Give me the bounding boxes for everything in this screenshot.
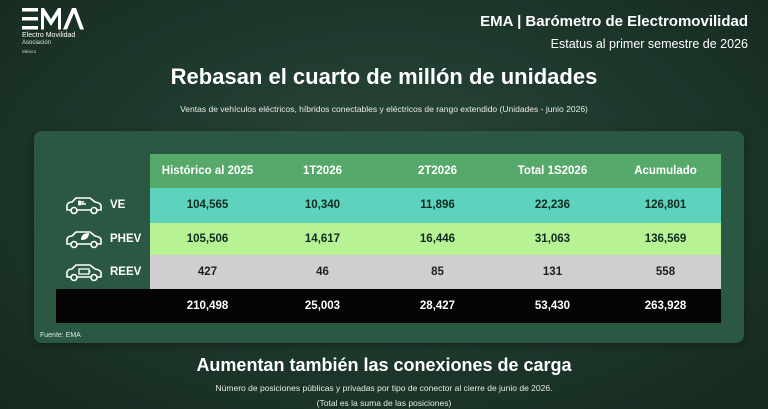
table-cell: 85 xyxy=(380,255,495,290)
table-row-total: 210,498 25,003 28,427 53,430 263,928 xyxy=(56,289,721,323)
header-title: EMA | Barómetro de Electromovilidad xyxy=(480,13,748,30)
hybrid-car-leaf-icon xyxy=(66,231,102,249)
table-cell: 46 xyxy=(265,255,380,290)
source-note: Fuente: EMA xyxy=(40,332,81,339)
column-header: Histórico al 2025 xyxy=(150,154,265,188)
table-cell: 136,569 xyxy=(610,222,721,256)
range-extender-car-battery-icon xyxy=(66,264,102,282)
header-blank-cell xyxy=(56,154,150,188)
header-subtitle: Estatus al primer semestre de 2026 xyxy=(550,37,748,51)
table-row-ve: VE 104,565 10,340 11,896 22,236 126,801 xyxy=(56,188,721,223)
table-cell: 105,506 xyxy=(150,222,265,256)
table-cell: 558 xyxy=(610,255,721,290)
ema-logo: Electro Movilidad Asociación México xyxy=(22,8,102,56)
column-header: 1T2026 xyxy=(265,154,380,188)
table-cell: 126,801 xyxy=(610,188,721,223)
header: EMA | Barómetro de Electromovilidad Esta… xyxy=(480,13,748,52)
table-cell: 427 xyxy=(150,255,265,290)
table-cell: 10,340 xyxy=(265,188,380,223)
table-cell: 104,565 xyxy=(150,188,265,223)
table-row-reev: REEV 427 46 85 131 558 xyxy=(56,255,721,290)
total-cell: 28,427 xyxy=(380,289,495,323)
total-cell: 53,430 xyxy=(495,289,610,323)
logo-line-1: Electro Movilidad xyxy=(22,32,76,39)
table-cell: 31,063 xyxy=(495,222,610,256)
table-cell: 16,446 xyxy=(380,222,495,256)
row-label-ve: VE xyxy=(110,199,126,212)
logo-line-2: Asociación xyxy=(22,40,52,46)
logo-line-3: México xyxy=(22,49,37,54)
table-header-row: Histórico al 2025 1T2026 2T2026 Total 1S… xyxy=(56,154,721,188)
row-label-phev: PHEV xyxy=(110,233,142,246)
column-header: Acumulado xyxy=(610,154,721,188)
table-cell: 22,236 xyxy=(495,188,610,223)
column-header: 2T2026 xyxy=(380,154,495,188)
row-label-reev: REEV xyxy=(110,266,142,279)
section2-subtitle: Número de posiciones públicas y privadas… xyxy=(215,383,553,393)
ev-car-plug-icon xyxy=(66,197,102,215)
sales-table: Histórico al 2025 1T2026 2T2026 Total 1S… xyxy=(56,154,721,323)
table-cell: 11,896 xyxy=(380,188,495,223)
section2-title: Aumentan también las conexiones de carga xyxy=(196,355,572,375)
total-cell: 210,498 xyxy=(150,289,265,323)
column-header: Total 1S2026 xyxy=(495,154,610,188)
row-label-cell: VE xyxy=(56,188,150,223)
row-label-cell: PHEV xyxy=(56,222,150,256)
total-cell: 25,003 xyxy=(265,289,380,323)
row-label-cell: REEV xyxy=(56,255,150,290)
page-subtitle: Ventas de vehículos eléctricos, híbridos… xyxy=(180,104,588,114)
ema-logo-mark xyxy=(22,8,84,30)
table-row-phev: PHEV 105,506 14,617 16,446 31,063 136,56… xyxy=(56,222,721,256)
table-cell: 131 xyxy=(495,255,610,290)
total-cell: 263,928 xyxy=(610,289,721,323)
table-cell: 14,617 xyxy=(265,222,380,256)
section2-note: (Total es la suma de las posiciones) xyxy=(316,398,452,408)
total-blank-cell xyxy=(56,289,150,323)
page-headline: Rebasan el cuarto de millón de unidades xyxy=(170,64,598,89)
